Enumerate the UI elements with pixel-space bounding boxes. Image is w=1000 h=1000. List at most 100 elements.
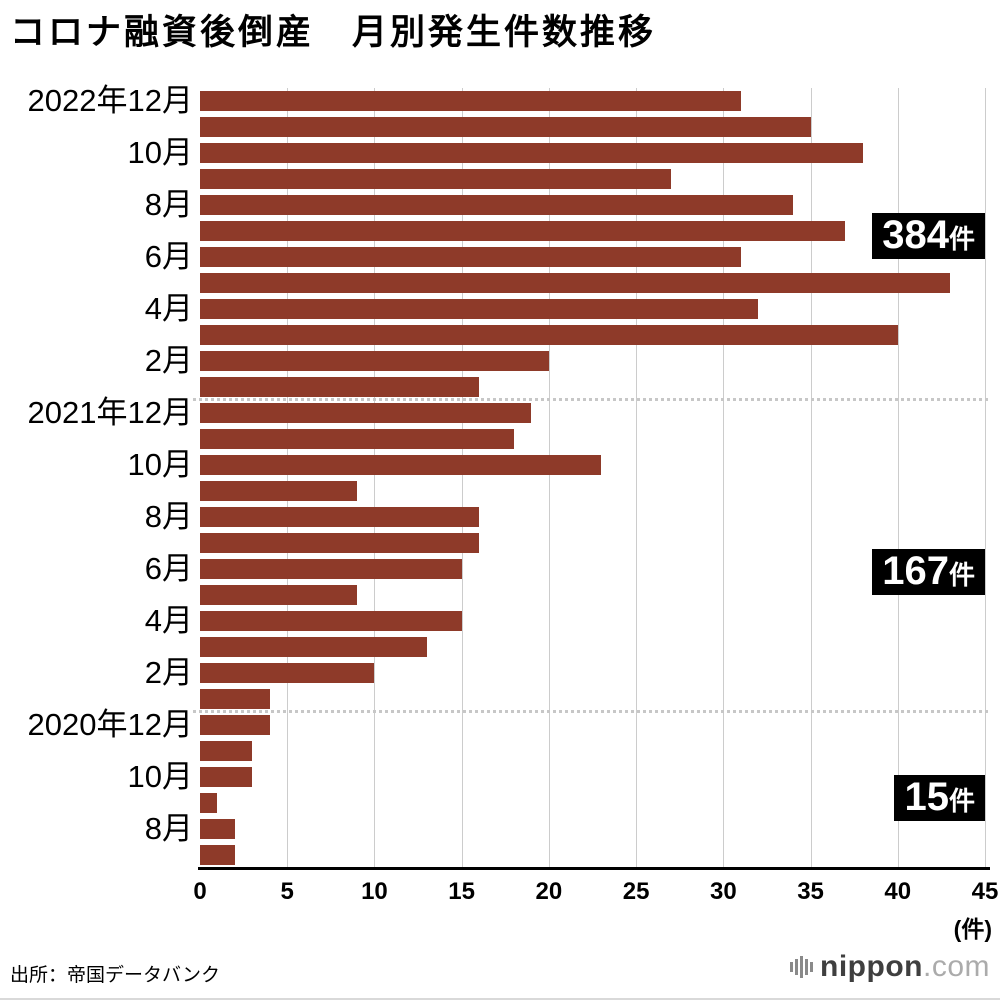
y-axis-label: 4月 [144,603,193,638]
y-axis-label: 8月 [144,811,193,846]
chart-row [0,738,1000,764]
y-axis-label: 4月 [144,291,193,326]
bar [200,169,671,189]
chart-row: 10月 [0,449,1000,480]
chart-row: 8月 [0,811,1000,846]
y-axis-label: 6月 [144,239,193,274]
bar [200,741,253,761]
bar [200,377,480,397]
chart-row: 10月 [0,137,1000,168]
y-axis-label: 2月 [144,655,193,690]
gridline [461,88,463,868]
y-axis-label: 8月 [144,187,193,222]
x-axis-line [198,867,990,870]
source-note: 出所：帝国データバンク [10,965,220,986]
chart-row [0,790,1000,816]
logo-brand-text: nippon [820,950,923,983]
y-axis-label: 2021年12月 [27,395,193,430]
chart-row [0,374,1000,400]
chart-row [0,582,1000,608]
bar [200,221,846,241]
bar [200,455,602,475]
chart-row: 4月 [0,291,1000,326]
y-axis-label: 2020年12月 [27,707,193,742]
x-tick-label: 5 [280,878,294,905]
gridlines [200,88,990,868]
year-total-number: 384 [882,213,949,258]
gridline [374,88,376,868]
bar [200,117,811,137]
gridline [810,88,812,868]
nippon-logo: nippon.com [790,950,990,984]
bar [200,611,462,631]
chart-row [0,478,1000,504]
gridline [636,88,638,868]
year-total-number: 167 [882,548,949,593]
bar [200,533,480,553]
bar [200,793,218,813]
bar [200,91,741,111]
bar [200,143,863,163]
bar [200,299,759,319]
x-tick-label: 10 [361,878,388,905]
year-total-badge: 15 件 [894,774,985,821]
chart-row [0,686,1000,712]
year-separator-line [193,710,988,713]
bar [200,325,898,345]
equalizer-bars-icon [790,956,814,978]
bar [200,559,462,579]
bar [200,637,427,657]
bar [200,767,253,787]
bar [200,247,741,267]
year-total-badge: 167 件 [872,548,985,595]
year-separator-line [193,398,988,401]
chart-title: コロナ融資後倒産 月別発生件数推移 [10,13,657,52]
chart-row: 2月 [0,655,1000,690]
bar [200,819,235,839]
x-tick-label: 20 [535,878,563,905]
bottom-divider [0,998,1000,1000]
chart-row: 2021年12月 [0,395,1000,430]
chart-row: 2月 [0,345,1000,376]
chart-row [0,530,1000,556]
gridline [985,88,986,868]
x-tick-label: 15 [448,878,476,905]
x-tick-label: 25 [622,878,650,905]
bar [200,689,270,709]
x-tick-label: 45 [971,878,999,905]
bar [200,273,951,293]
gridline [287,88,289,868]
bar [200,507,480,527]
chart-row [0,114,1000,140]
chart-row [0,218,1000,244]
chart-row [0,322,1000,348]
year-total-unit: 件 [948,559,975,590]
chart-row: 6月 [0,239,1000,274]
bar [200,403,532,423]
year-total-number: 15 [904,774,949,819]
chart-row [0,166,1000,192]
year-total-unit: 件 [948,224,975,255]
chart-row: 2020年12月 [0,707,1000,742]
y-axis-label: 10月 [127,759,193,794]
x-tick-label: 30 [709,878,737,905]
chart-row: 8月 [0,501,1000,532]
bar [200,845,235,865]
gridline [723,88,725,868]
chart-row: 8月 [0,187,1000,222]
bar [200,481,357,501]
x-tick-label: 40 [884,878,912,905]
bar [200,429,514,449]
chart-row: 6月 [0,553,1000,584]
year-total-unit: 件 [948,785,975,816]
gridline [897,88,899,868]
chart-row: 4月 [0,603,1000,638]
chart-row [0,634,1000,660]
chart-row [0,270,1000,296]
plot-area: 2022年12月 10月 8月 6月 4月 2月 2021年12月 10月 8月 6月 4月 2月 20… [0,85,1000,942]
bar [200,585,357,605]
bar [200,715,270,735]
x-tick-label: 0 [193,878,207,905]
bar [200,663,375,683]
bar [200,351,549,371]
